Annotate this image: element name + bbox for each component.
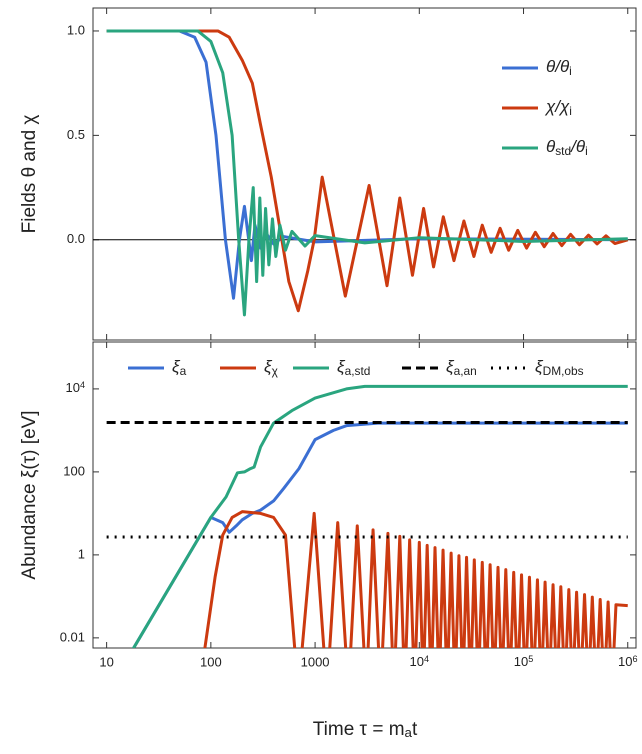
x-tick-label: 105 [514,654,534,670]
subscript: std [555,144,571,158]
y-tick-label: 100 [63,463,85,478]
legend-label: θ/θi [546,57,572,77]
subscript: χ [272,364,279,378]
x-tick-label: 1000 [301,654,330,669]
text-part: 10 [410,654,424,669]
x-tick-label: 104 [410,654,430,670]
text-part: χ/χ [544,97,570,116]
y-tick-label: 1 [78,546,85,561]
plot-frame [92,7,637,341]
text-part: ξ [264,357,273,376]
text-part: 10 [514,654,528,669]
subscript: i [585,144,588,158]
legend-label: ξDM,obs [535,357,584,377]
legend-label: θstd/θi [546,137,588,157]
superscript: 4 [424,654,429,664]
legend-label: χ/χi [544,97,572,117]
y-axis-label: Abundance ξ(τ) [eV] [19,410,40,579]
text-part: ξ [446,357,455,376]
y-tick-label: 0.0 [67,231,85,246]
x-tick-label: 100 [200,654,222,669]
subscript: a [180,364,187,378]
subscript: DM,obs [543,364,584,378]
plot-area [106,29,629,317]
text-part: t [412,719,418,740]
legend-label: ξa,std [337,357,370,377]
legend-label: ξa [172,357,187,377]
legend-label: ξa,an [446,357,477,377]
text-part: ξ [535,357,544,376]
superscript: 5 [528,654,533,664]
y-tick-label: 0.5 [67,127,85,142]
plot-area [106,384,628,648]
text-part: θ/θ [546,57,570,76]
text-part: 10 [65,380,79,395]
text-part: 10 [618,654,632,669]
x-tick-label: 10 [99,654,113,669]
subscript: i [569,104,572,118]
subscript: a,an [454,364,477,378]
x-tick-label: 106 [618,654,638,670]
series-line [203,510,628,648]
superscript: 4 [80,380,85,390]
text-part: /θ [570,137,586,156]
x-axis-label: Time τ = mat [313,719,418,740]
text-part: ξ [172,357,181,376]
subscript: a,std [345,364,371,378]
subscript: i [569,64,572,78]
y-tick-label: 0.01 [60,629,85,644]
y-tick-label: 1.0 [67,22,85,37]
legend-label: ξχ [264,357,279,377]
superscript: 6 [632,654,637,664]
subscript: a [405,725,413,740]
series-line [131,384,628,648]
text-part: Time τ = m [313,719,405,740]
text-part: θ [546,137,556,156]
text-part: ξ [337,357,346,376]
series-line [106,29,628,317]
y-axis-label: Fields θ and χ [19,115,40,234]
y-tick-label: 104 [65,380,85,396]
